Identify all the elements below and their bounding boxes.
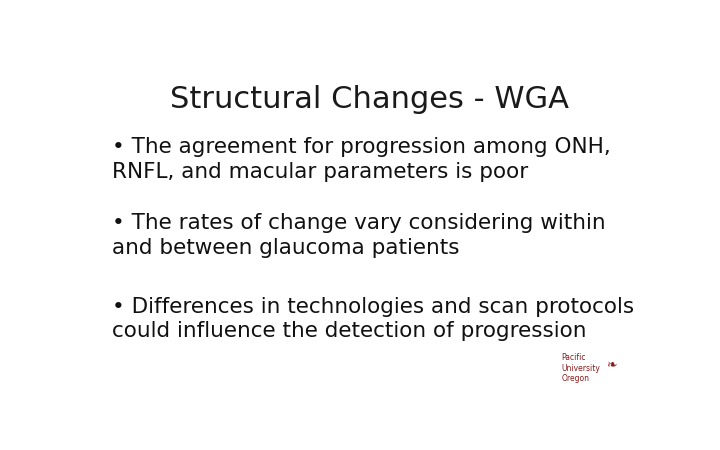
Text: Structural Changes - WGA: Structural Changes - WGA (169, 85, 569, 114)
Text: ❧: ❧ (606, 358, 617, 371)
Text: • The rates of change vary considering within
and between glaucoma patients: • The rates of change vary considering w… (112, 213, 606, 258)
Text: • Differences in technologies and scan protocols
could influence the detection o: • Differences in technologies and scan p… (112, 297, 634, 342)
Text: • The agreement for progression among ONH,
RNFL, and macular parameters is poor: • The agreement for progression among ON… (112, 137, 611, 182)
Text: Pacific
University
Oregon: Pacific University Oregon (562, 353, 600, 383)
